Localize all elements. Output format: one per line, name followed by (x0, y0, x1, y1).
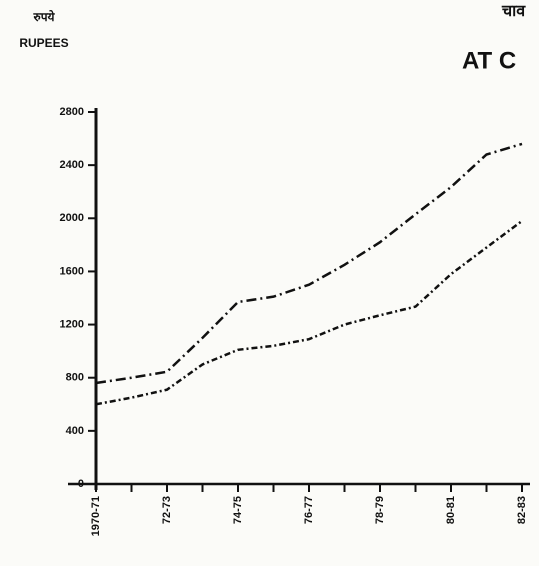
y-tick-label: 2800 (60, 106, 84, 118)
y-tick-label: 2000 (60, 212, 84, 224)
y-axis-label: RUPEES (19, 36, 68, 50)
x-tick-label: 80-81 (445, 496, 457, 524)
x-tick-label: 74-75 (232, 496, 244, 524)
data-line (95, 219, 523, 406)
x-tick-label: 72-73 (161, 496, 173, 524)
y-tick-label: 0 (78, 478, 84, 490)
hindi-axis-label: रुपये (33, 10, 56, 24)
x-tick-label: 82-83 (516, 496, 528, 524)
y-tick-label: 1600 (60, 265, 84, 277)
x-tick-label: 78-79 (374, 496, 386, 524)
chart-title: AT C (462, 47, 516, 74)
data-line (95, 142, 523, 385)
y-tick-label: 800 (66, 372, 84, 384)
y-tick-label: 1200 (60, 318, 84, 330)
y-tick-label: 400 (66, 425, 84, 437)
x-tick-label: 76-77 (303, 496, 315, 524)
hindi-title: चाव (501, 3, 526, 20)
y-tick-label: 2400 (60, 159, 84, 171)
x-tick-label: 1970-71 (90, 496, 102, 536)
